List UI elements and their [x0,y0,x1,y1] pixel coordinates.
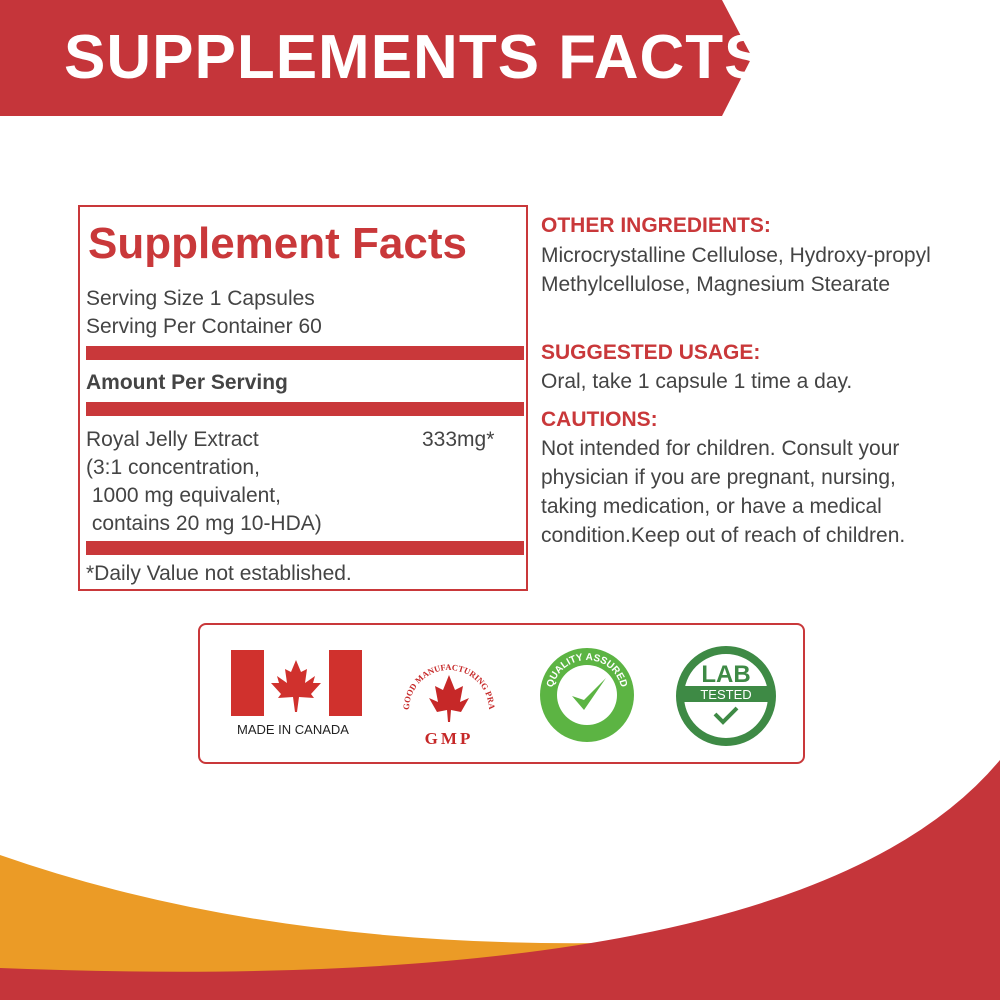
facts-title: Supplement Facts [88,219,467,268]
header-banner [0,0,752,116]
tested-text: TESTED [700,687,751,702]
cautions-text: Not intended for children. Consult your … [541,437,906,547]
decorative-waves [0,760,1000,1000]
cautions-heading: CAUTIONS: [541,408,658,431]
servings-per-container: Serving Per Container 60 [86,315,322,338]
ingredient-detail: contains 20 mg 10-HDA) [86,512,322,535]
amount-per-serving: Amount Per Serving [86,371,288,394]
canada-flag-icon [231,650,362,716]
ingredient-detail: (3:1 concentration, [86,456,260,479]
lab-tested-icon: LAB TESTED [676,646,776,746]
supplement-facts-panel: Supplement Facts Serving Size 1 Capsules… [78,205,528,591]
other-ingredients-heading: OTHER INGREDIENTS: [541,214,771,237]
divider-bar [86,402,524,416]
lab-text: LAB [701,661,750,688]
footnote: *Daily Value not established. [86,562,352,585]
ingredient-amount: 333mg* [422,428,495,451]
serving-size: Serving Size 1 Capsules [86,287,315,310]
quality-assured-icon: QUALITY ASSURED [540,648,634,742]
suggested-usage-heading: SUGGESTED USAGE: [541,341,761,364]
divider-bar [86,541,524,555]
gmp-text: GMP [425,729,474,748]
ingredient-name: Royal Jelly Extract [86,428,259,451]
ingredient-detail: 1000 mg equivalent, [86,484,281,507]
other-ingredients-text: Microcrystalline Cellulose, Hydroxy-prop… [541,244,931,296]
divider-bar [86,346,524,360]
certification-badges [198,623,805,764]
gmp-badge-icon: GOOD MANUFACTURING PRACTICES GMP [395,640,497,748]
made-in-canada-label: MADE IN CANADA [237,722,349,737]
suggested-usage-text: Oral, take 1 capsule 1 time a day. [541,370,853,393]
banner-title: SUPPLEMENTS FACTS [64,23,767,92]
